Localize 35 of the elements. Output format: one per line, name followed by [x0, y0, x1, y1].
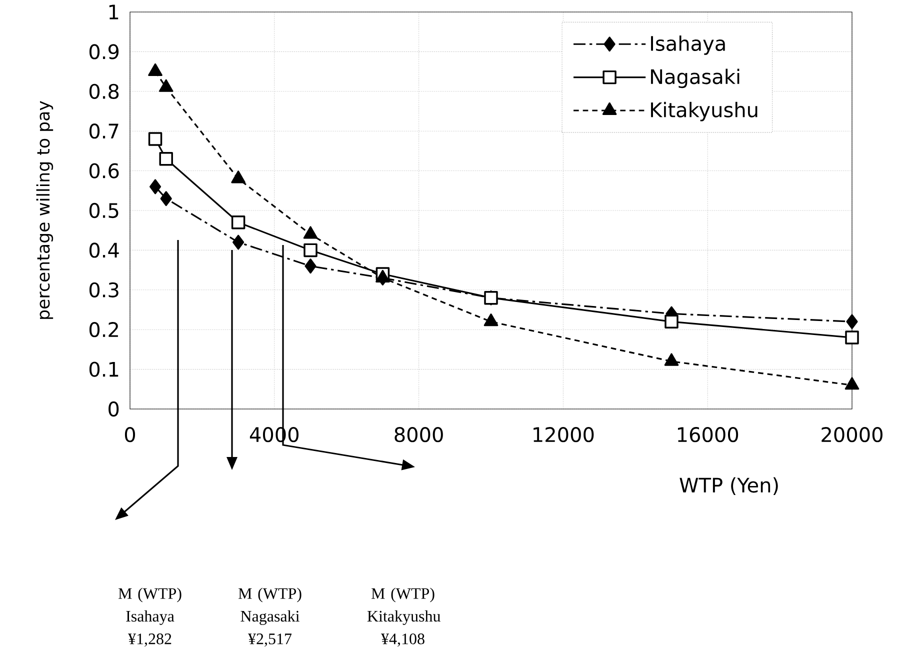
y-tick-label: 0.2 — [89, 322, 118, 338]
point — [160, 191, 172, 206]
y-axis-title: percentage willing to pay — [36, 101, 54, 319]
point — [846, 314, 858, 330]
y-tick-label: 0 — [108, 401, 119, 417]
x-tick-label: 12000 — [534, 427, 594, 442]
point — [304, 243, 318, 258]
y-tick-label: 1 — [109, 4, 118, 20]
point — [304, 258, 316, 274]
x-tick-label: 8000 — [394, 427, 443, 442]
y-tick-label: 0.3 — [89, 282, 118, 298]
legend-label: Kitakyushu — [651, 102, 758, 122]
point — [845, 330, 859, 344]
x-tick-label: 0 — [124, 427, 136, 442]
y-tick-label: 0.8 — [89, 84, 119, 99]
point — [231, 216, 246, 230]
point — [232, 234, 244, 250]
y-tick-label: 0.4 — [89, 242, 119, 258]
legend-label: Nagasaki — [651, 68, 740, 88]
point — [159, 152, 173, 166]
x-tick-label: 16000 — [678, 427, 738, 442]
y-tick-label: 0.5 — [89, 202, 118, 218]
y-tick-label: 0.7 — [89, 124, 118, 139]
y-tick-label: 0.6 — [89, 163, 119, 178]
text: M (WTP) Nagasaki ¥2,517 — [238, 588, 302, 647]
y-tick-label: 0.1 — [89, 362, 118, 377]
point — [664, 314, 678, 329]
text: M (WTP) Isahaya ¥1,282 — [118, 588, 182, 647]
x-axis-title: WTP (Yen) — [680, 477, 778, 496]
point — [149, 179, 162, 194]
text: M (WTP) Kitakyushu ¥4,108 — [367, 588, 440, 647]
point — [148, 132, 162, 146]
y-tick-label: 0.9 — [89, 44, 119, 60]
legend-label: Isahaya — [651, 36, 725, 55]
x-tick-label: 20000 — [822, 427, 882, 442]
